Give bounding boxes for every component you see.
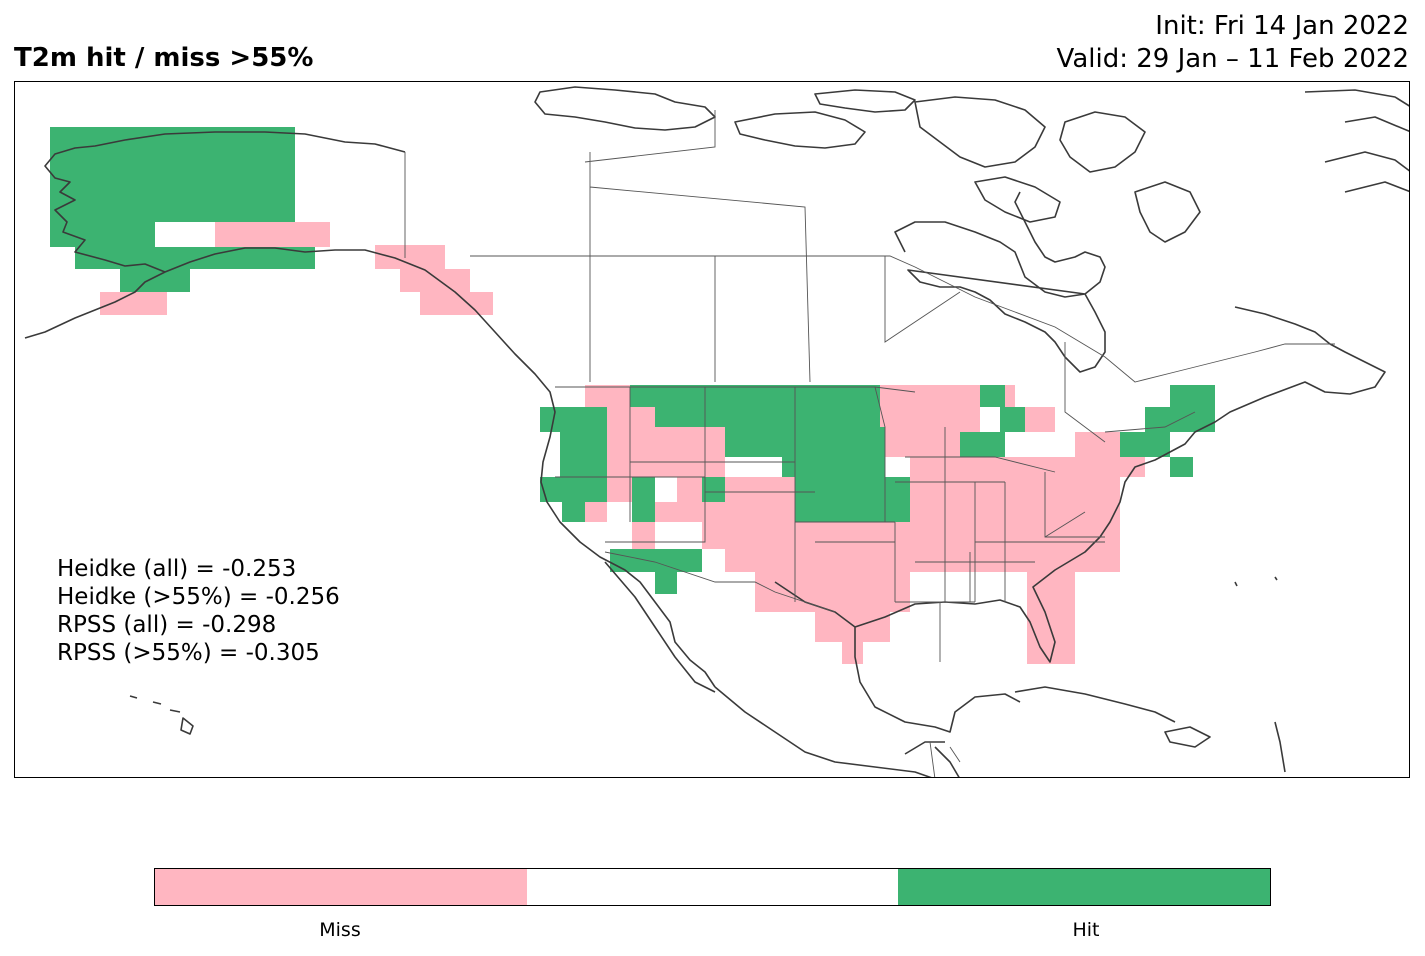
legend-miss-swatch	[155, 869, 527, 905]
miss-cell	[910, 457, 1120, 522]
miss-cell	[100, 292, 167, 315]
hit-cell	[725, 427, 885, 457]
valid-date: Valid: 29 Jan – 11 Feb 2022	[1056, 44, 1409, 74]
miss-cell	[1120, 457, 1145, 477]
coastline-hawaii	[129, 695, 194, 735]
miss-cell	[1027, 572, 1075, 664]
miss-cell	[755, 572, 910, 612]
hit-cell	[980, 385, 1005, 407]
map-title: T2m hit / miss >55%	[14, 43, 314, 73]
hit-cell	[630, 385, 880, 407]
legend-miss-label: Miss	[319, 919, 361, 941]
legend-neutral-swatch	[526, 869, 899, 905]
legend-hit-swatch	[898, 869, 1271, 905]
map-panel	[14, 81, 1410, 778]
border-us-states	[555, 386, 1196, 662]
rpss-all: RPSS (all) = -0.298	[57, 612, 277, 638]
hit-cell	[795, 477, 910, 522]
miss-cell	[815, 612, 890, 642]
coastline-hudson-bay	[894, 191, 1106, 373]
miss-cell	[585, 385, 630, 407]
miss-cell	[910, 522, 1120, 549]
hit-cell	[50, 127, 295, 222]
hit-cell	[655, 407, 880, 427]
hit-cell	[782, 457, 885, 477]
miss-cell	[1005, 385, 1015, 407]
miss-cell	[420, 292, 493, 315]
miss-cell	[375, 245, 445, 269]
miss-cell	[632, 407, 655, 477]
miss-cell	[215, 222, 330, 247]
hit-miss-grid	[50, 127, 1215, 664]
hit-cell	[702, 477, 725, 502]
hit-cell	[1000, 407, 1025, 432]
hit-cell	[632, 477, 655, 522]
miss-cell	[1025, 407, 1055, 432]
border-mexico	[604, 551, 961, 777]
miss-cell	[585, 502, 607, 522]
map-canvas	[24, 86, 1409, 777]
legend-hit-label: Hit	[1072, 919, 1100, 941]
hit-cell	[1120, 432, 1170, 457]
political-borders	[404, 110, 1335, 777]
hit-cell	[655, 572, 677, 594]
heidke-55: Heidke (>55%) = -0.256	[57, 584, 340, 610]
coastline-east	[714, 306, 1386, 777]
coastline-caribbean	[934, 576, 1286, 777]
hit-cell	[540, 477, 585, 502]
hit-cell	[75, 247, 315, 269]
hit-cell	[120, 269, 190, 292]
miss-cell	[885, 432, 960, 457]
init-date: Init: Fri 14 Jan 2022	[1155, 11, 1409, 41]
legend-colorbar	[154, 868, 1271, 906]
skill-scores: Heidke (all) = -0.253 Heidke (>55%) = -0…	[57, 555, 340, 667]
miss-cell	[655, 427, 725, 477]
coastline-arctic	[534, 86, 1409, 243]
miss-cell	[655, 502, 795, 522]
coastline-west	[24, 131, 716, 693]
hit-cell	[50, 222, 155, 247]
hit-cell	[1170, 457, 1193, 477]
hit-cell	[562, 502, 585, 522]
coastlines	[24, 86, 1409, 777]
hit-cell	[960, 432, 1005, 457]
miss-cell	[1075, 432, 1120, 457]
heidke-all: Heidke (all) = -0.253	[57, 556, 297, 582]
miss-cell	[607, 407, 632, 502]
date-info: Init: Fri 14 Jan 2022 Valid: 29 Jan – 11…	[1057, 10, 1409, 76]
miss-cell	[400, 269, 470, 292]
miss-cell	[842, 642, 863, 664]
border-us-canada	[404, 152, 1335, 383]
miss-cell	[632, 522, 655, 549]
rpss-55: RPSS (>55%) = -0.305	[57, 640, 320, 666]
border-canada-provinces	[584, 110, 1106, 443]
hit-cell	[610, 549, 702, 572]
hit-cell	[1170, 385, 1215, 407]
